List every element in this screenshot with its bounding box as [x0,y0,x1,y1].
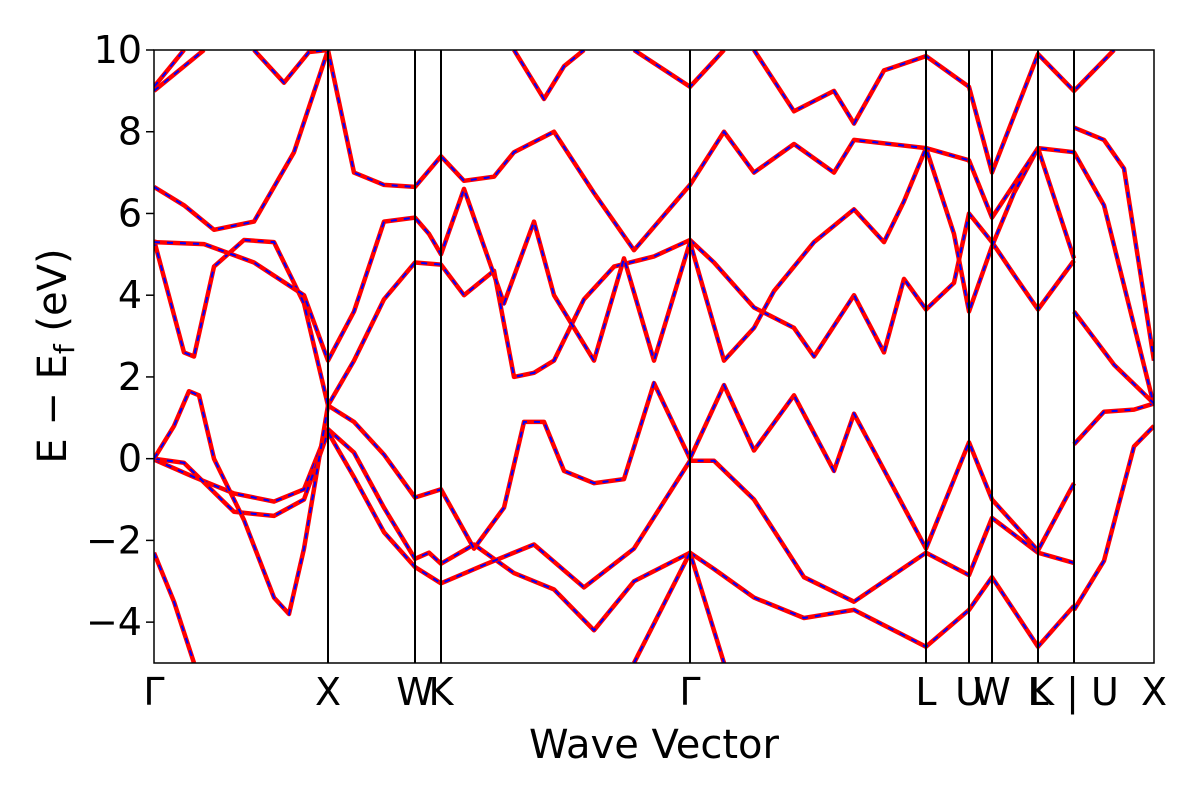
y-tick-label: −2 [86,518,142,562]
y-tick-label: −4 [86,600,142,644]
band-line-dashed-6 [154,50,1154,406]
y-axis-label-subscript: f [48,343,81,354]
band-line-dashed-15 [1073,310,1154,405]
band-line-dashed-9 [253,50,329,85]
band-line-2 [154,429,1075,604]
y-tick-label: 10 [94,28,142,72]
y-tick-label: 2 [118,355,142,399]
x-tick-label: U [955,670,983,714]
band-line-16 [1072,424,1154,612]
x-tick-label: L [1027,670,1048,714]
band-line-dashed-17 [154,552,195,663]
band-line-4 [154,211,1076,408]
y-axis-label-main: E − E [30,354,76,464]
y-tick-label: 8 [118,110,142,154]
plot-frame [153,49,1155,664]
y-axis-label-unit: (eV) [30,248,76,344]
band-line-3 [154,380,1076,617]
band-line-dashed-8 [154,50,205,92]
band-line-dashed-2 [154,429,1075,603]
y-tick-label: 6 [118,191,142,235]
band-line-14 [1072,401,1154,446]
y-axis-ticks: 10 8 6 4 2 0 −2 −4 [86,28,154,644]
kpoint-lines [327,50,1075,663]
y-tick-label: 0 [118,437,142,481]
band-line-dashed-16 [1073,425,1154,611]
band-line-dashed-13 [1073,126,1154,361]
x-tick-label: Γ [679,670,700,714]
band-line-dashed-1 [154,427,1075,649]
band-line-dashed-3 [154,380,1075,617]
band-line-dashed-18 [633,550,725,663]
x-tick-label: X [315,670,341,714]
x-tick-label: W [396,670,434,714]
x-axis-label: Wave Vector [529,722,780,768]
band-line-11 [632,50,726,90]
x-tick-label: Γ [143,670,164,714]
x-tick-label: K [429,670,455,714]
band-line-dashed-7 [154,50,185,88]
y-axis-label: E − Ef (eV) [30,248,81,463]
band-lines [154,50,1154,663]
x-tick-label: X [1141,670,1167,714]
band-line-1 [154,426,1076,649]
band-line-dashed-4 [154,211,1075,409]
x-tick-label: W [973,670,1011,714]
band-line-dashed-10 [513,50,585,101]
band-line-dashed-5 [154,145,1075,365]
x-tick-label: K | U [1029,670,1119,715]
y-tick-label: 4 [118,273,142,317]
x-tick-label: L [915,670,936,714]
